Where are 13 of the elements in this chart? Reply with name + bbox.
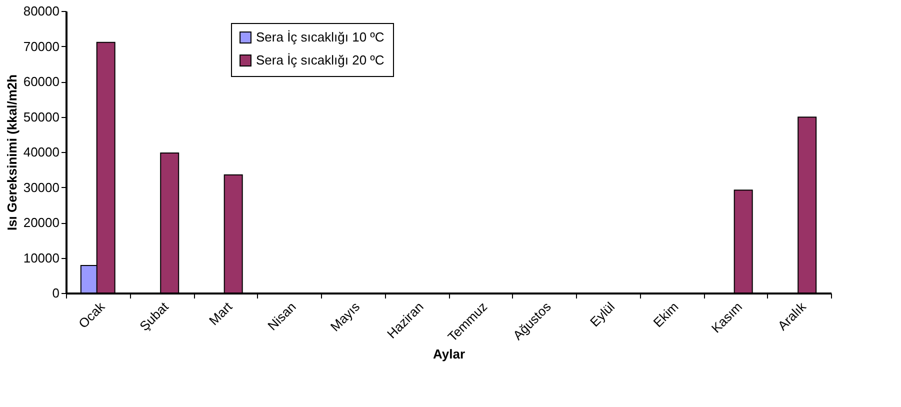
y-tick-label: 40000 (23, 144, 60, 160)
y-tick-label: 10000 (23, 250, 60, 266)
y-tick-label: 20000 (23, 215, 60, 230)
y-tick-label: 70000 (23, 38, 60, 54)
x-axis-title: Aylar (432, 346, 466, 362)
y-tick-label: 50000 (23, 109, 60, 124)
y-tick-label: 80000 (23, 4, 60, 18)
y-tick-label: 60000 (23, 74, 60, 89)
legend-label: Sera İç sıcaklığı 20 ºC (256, 52, 384, 68)
y-axis-title: Isı Gereksinimi (kkal/m2h (4, 74, 20, 231)
y-tick-label: 30000 (23, 180, 60, 195)
y-tick-label: 0 (52, 286, 60, 300)
legend-label: Sera İç sıcaklığı 10 ºC (256, 30, 384, 44)
